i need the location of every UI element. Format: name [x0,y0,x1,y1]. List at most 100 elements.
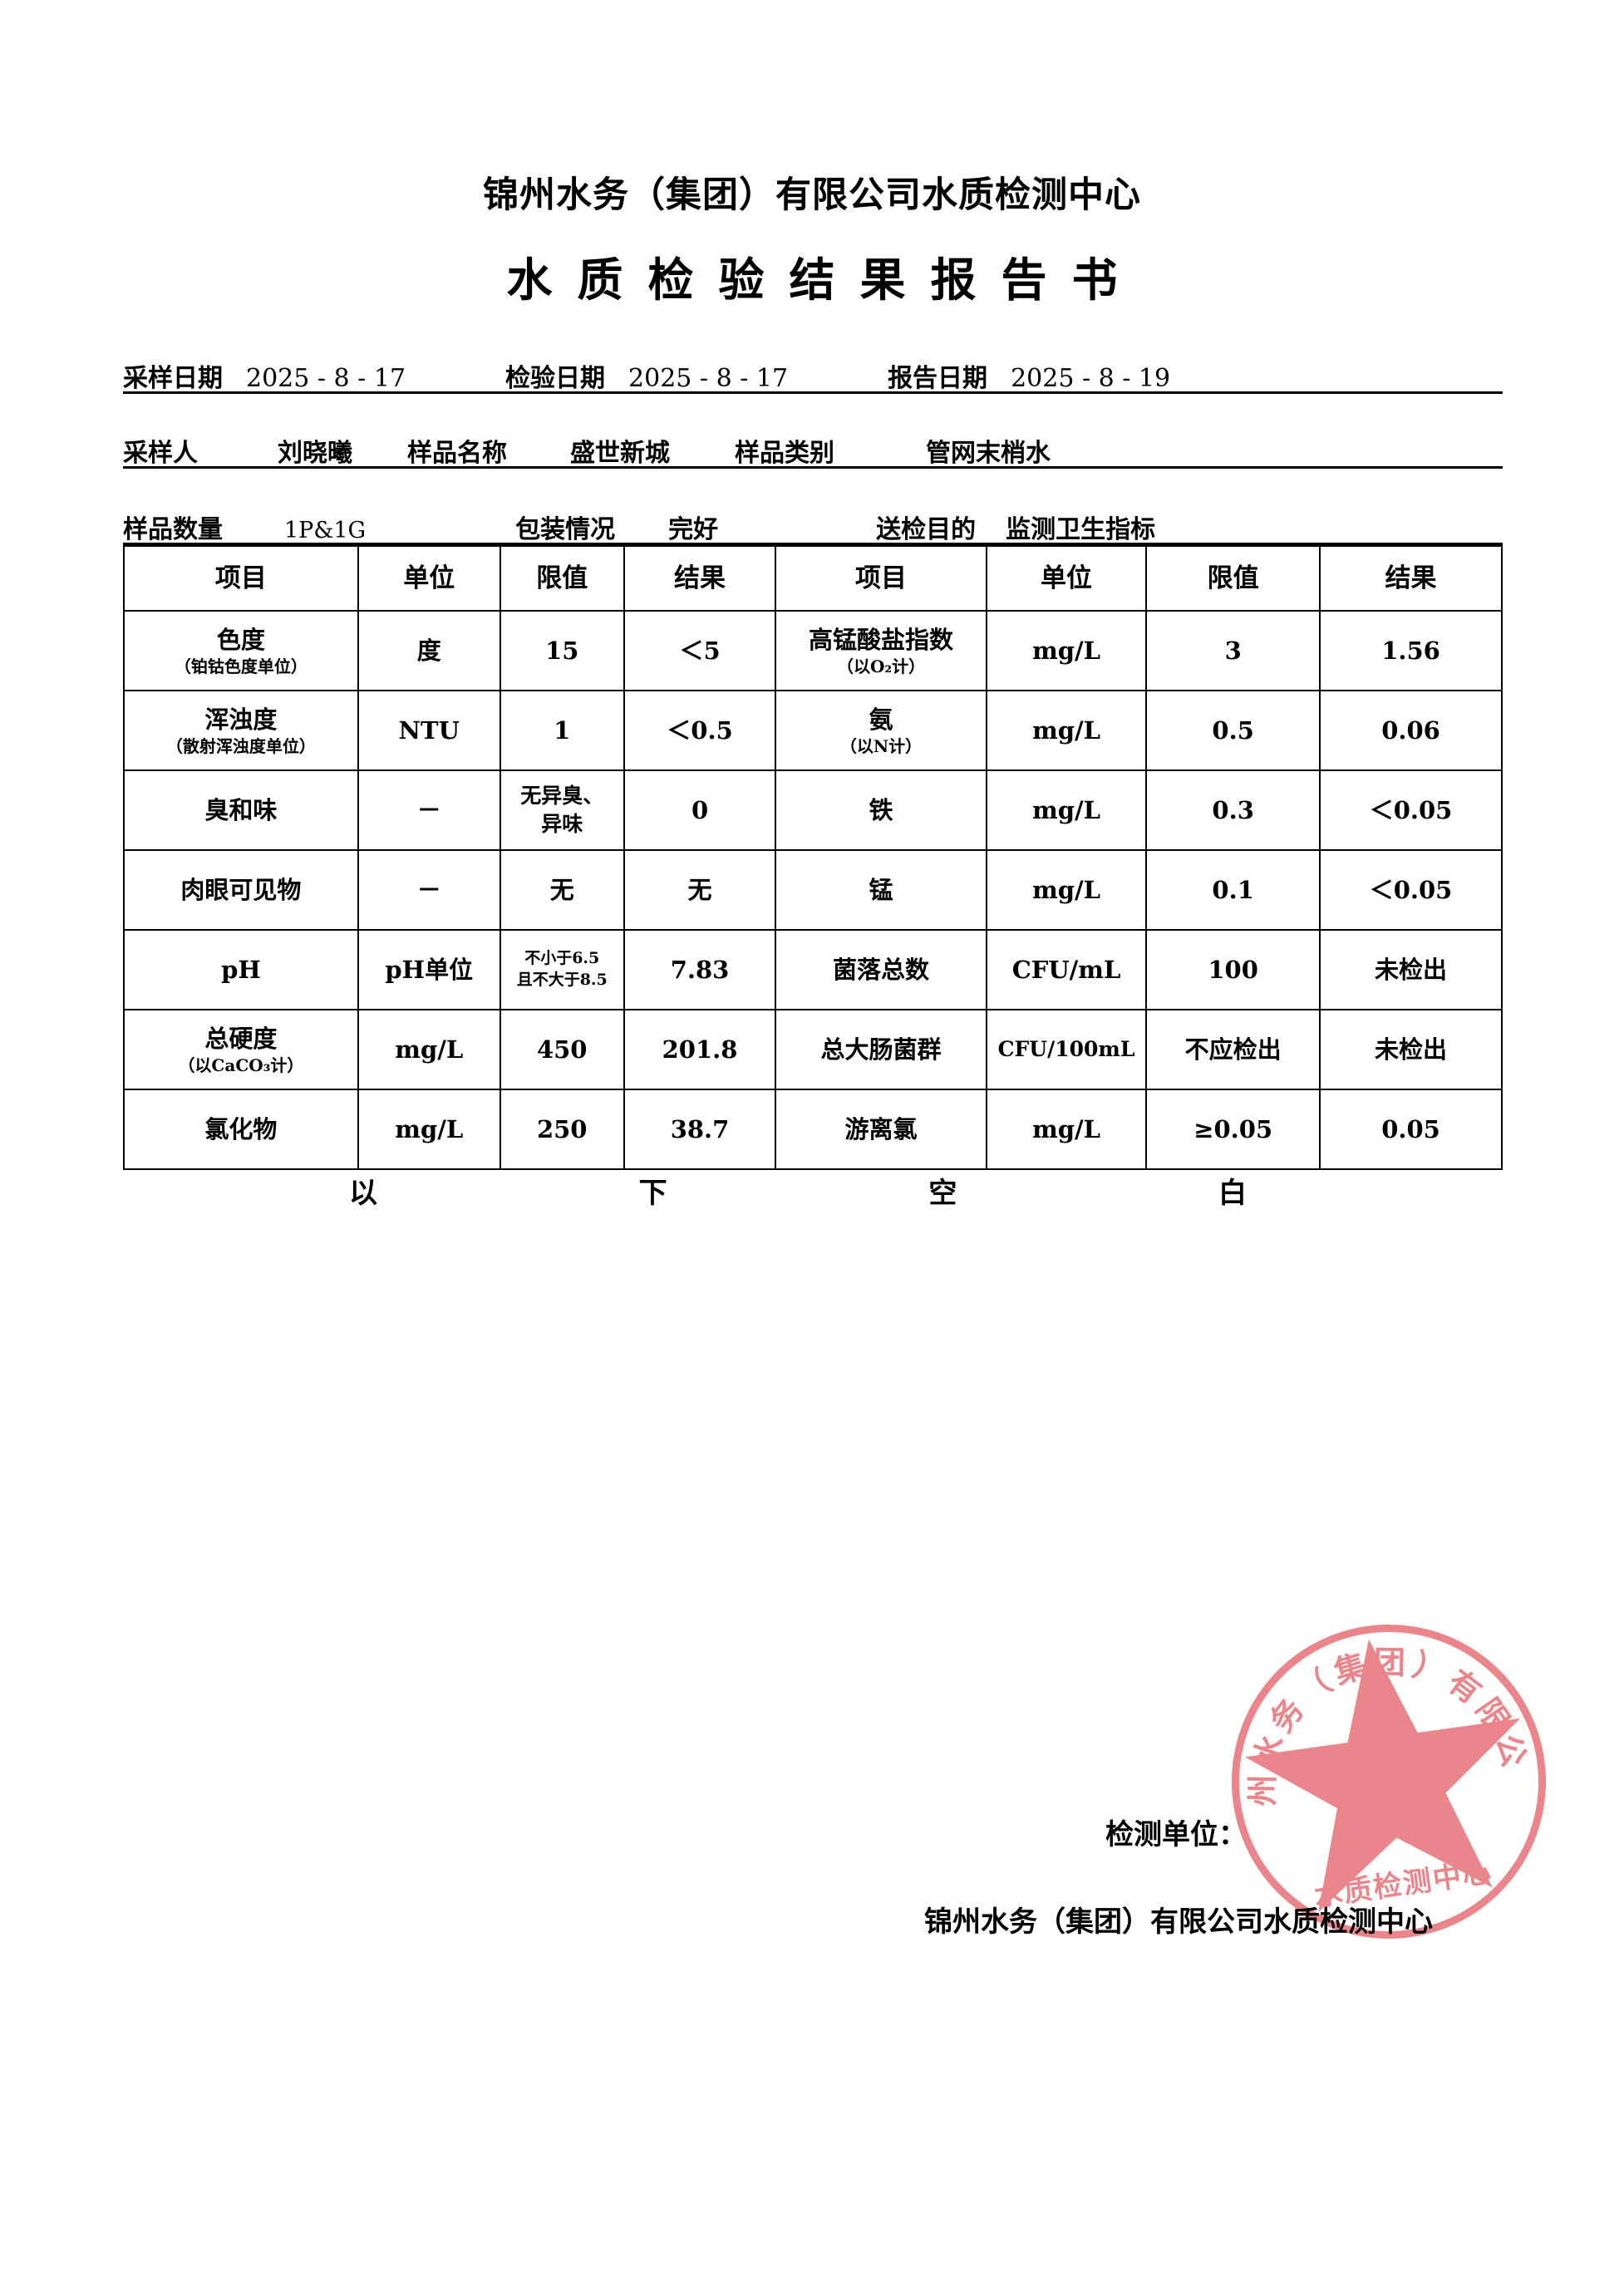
quantity-row: 样品数量 1P&1G 包装情况 完好 送检目的 监测卫生指标 [123,499,1503,545]
blank-below-note: 以 下 空 白 [349,1170,1247,1211]
item-unit: pH单位 [357,929,501,1010]
col-header-limit-right: 限值 [1145,545,1321,612]
sampler-row: 采样人 刘晓曦 样品名称 盛世新城 样品类别 管网末梢水 [123,422,1503,469]
table-row: pH pH单位 不小于6.5 且不大于8.5 7.83 菌落总数 CFU/mL … [123,929,1503,1010]
item-result: 0.05 [1319,1089,1503,1170]
item-limit-line1: 不小于6.5 [524,949,600,968]
item-name-note: （散射浑浊度单位） [165,736,316,757]
item-name-note: （铂钴色度单位） [174,656,308,677]
results-table: 项目 单位 限值 结果 项目 单位 限值 结果 色度 （铂钴色度单位） 度 15… [123,545,1503,1170]
sampling-date-label: 采样日期 [123,363,223,393]
item-unit: 度 [357,610,501,691]
item-name-cell: 浑浊度 （散射浑浊度单位） [123,690,359,771]
item-name-cell: 氯化物 [123,1089,359,1170]
item-limit: 1 [499,690,625,771]
sample-name-label: 样品名称 [407,438,507,468]
item-result: 0 [623,769,777,851]
item-result: 7.83 [623,929,777,1010]
sample-type-value: 管网末梢水 [926,438,1051,468]
item-result: ＜0.5 [623,690,777,771]
sampler-label: 采样人 [123,438,198,468]
item-unit: － [357,769,501,851]
item-limit: 250 [499,1089,625,1170]
sample-qty-label: 样品数量 [123,514,223,544]
item-name: 游离氯 [844,1114,918,1143]
item-name: 氯化物 [204,1114,278,1143]
sample-qty-value: 1P&1G [284,517,367,543]
organization-title: 锦州水务（集团）有限公司水质检测中心 [483,175,1141,216]
item-result: 201.8 [623,1009,777,1090]
blank-note-char-3: 空 [928,1177,957,1210]
report-date-label: 报告日期 [888,363,988,393]
packaging-label: 包装情况 [515,514,616,544]
table-header-row: 项目 单位 限值 结果 项目 单位 限值 结果 [123,545,1503,612]
item-limit: ≥0.05 [1145,1089,1321,1170]
item-name-cell: 肉眼可见物 [123,849,359,931]
item-limit: 100 [1145,929,1321,1010]
item-unit: mg/L [357,1089,501,1170]
item-name-cell: 锰 [775,849,987,931]
item-name-cell: 臭和味 [123,769,359,851]
blank-note-char-2: 下 [638,1177,667,1210]
item-name-note: （以O₂计） [836,656,926,677]
item-result: ＜0.05 [1319,769,1503,851]
report-date-value: 2025 - 8 - 19 [1011,363,1171,393]
item-name-note: （以CaCO₃计） [178,1055,304,1076]
item-unit: NTU [357,690,501,771]
item-unit: mg/L [985,610,1148,691]
item-name-note: （以N计） [839,736,923,757]
packaging-value: 完好 [668,514,719,544]
item-name: 菌落总数 [833,955,930,984]
item-result: 0.06 [1319,690,1503,771]
item-name-cell: 菌落总数 [775,929,987,1010]
testing-unit-label: 检测单位： [1105,1818,1247,1851]
item-limit-line2: 且不大于8.5 [516,971,608,989]
col-header-unit-right: 单位 [985,545,1148,612]
blank-note-char-4: 白 [1218,1177,1247,1210]
sampler-value: 刘晓曦 [278,438,352,468]
item-result: ＜0.05 [1319,849,1503,931]
item-name: 浑浊度 [204,705,278,734]
test-date-value: 2025 - 8 - 17 [628,363,789,393]
item-limit: 3 [1145,610,1321,691]
item-limit: 无 [499,849,625,931]
item-name: 锰 [869,875,893,904]
dates-row: 采样日期 2025 - 8 - 17 检验日期 2025 - 8 - 17 报告… [123,347,1503,394]
item-name: 肉眼可见物 [180,875,302,904]
item-name-cell: 游离氯 [775,1089,987,1170]
item-unit: CFU/mL [985,929,1148,1010]
item-limit: 不应检出 [1145,1009,1321,1090]
sample-name-value: 盛世新城 [570,438,670,468]
item-limit-line1: 无异臭、 [520,784,604,809]
table-row: 总硬度 （以CaCO₃计） mg/L 450 201.8 总大肠菌群 CFU/1… [123,1009,1503,1090]
item-name: 总大肠菌群 [820,1035,942,1064]
item-name: 总硬度 [204,1024,278,1053]
item-result: 1.56 [1319,610,1503,691]
star-icon [1244,1639,1521,1913]
item-unit: － [357,849,501,931]
item-unit: mg/L [985,1089,1148,1170]
item-name-cell: 铁 [775,769,987,851]
table-row: 臭和味 － 无异臭、 异味 0 铁 mg/L 0.3 ＜0.05 [123,769,1503,851]
item-unit: mg/L [985,690,1148,771]
item-limit: 0.3 [1145,769,1321,851]
item-name-cell: 高锰酸盐指数 （以O₂计） [775,610,987,691]
item-result: 无 [623,849,777,931]
col-header-unit-left: 单位 [357,545,501,612]
table-row: 色度 （铂钴色度单位） 度 15 ＜5 高锰酸盐指数 （以O₂计） mg/L 3… [123,610,1503,691]
item-unit: mg/L [985,769,1148,851]
item-result: 未检出 [1319,1009,1503,1090]
item-unit: mg/L [985,849,1148,931]
table-row: 肉眼可见物 － 无 无 锰 mg/L 0.1 ＜0.05 [123,849,1503,931]
item-name-cell: pH [123,929,359,1010]
item-limit: 不小于6.5 且不大于8.5 [499,929,625,1010]
item-limit: 0.1 [1145,849,1321,931]
item-unit: mg/L [357,1009,501,1090]
item-limit: 0.5 [1145,690,1321,771]
item-limit: 15 [499,610,625,691]
test-date-label: 检验日期 [505,363,606,393]
item-result: ＜5 [623,610,777,691]
purpose-value: 监测卫生指标 [1006,514,1156,544]
blank-note-char-1: 以 [349,1177,377,1210]
